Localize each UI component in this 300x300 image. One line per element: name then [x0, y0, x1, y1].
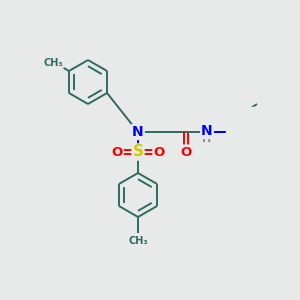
Text: CH₃: CH₃ [43, 58, 63, 68]
Text: CH₃: CH₃ [128, 236, 148, 246]
Text: N: N [132, 125, 144, 139]
Text: O: O [111, 146, 123, 158]
Text: H: H [202, 134, 211, 144]
Bar [226, 107, 300, 157]
Text: S: S [133, 145, 143, 160]
Text: N: N [201, 124, 213, 138]
Text: O: O [153, 146, 165, 158]
Text: O: O [180, 146, 192, 158]
